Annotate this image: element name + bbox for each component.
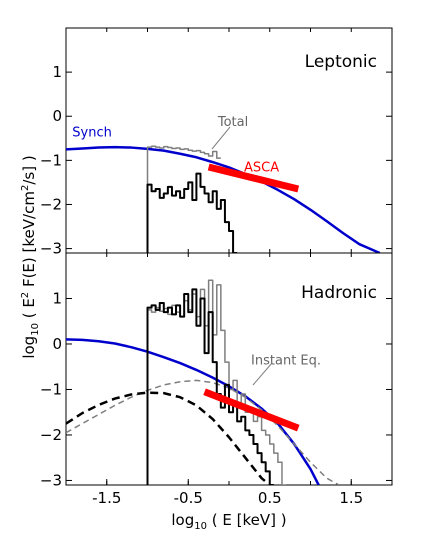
series-synch	[66, 338, 320, 485]
series-instant-eq-	[66, 379, 340, 485]
x-tick-label: -0.5	[174, 489, 203, 507]
y-tick-label: −3	[40, 240, 62, 258]
y-tick-label: 1	[52, 289, 62, 307]
y-tick-label: 1	[52, 63, 62, 81]
leptonic-title: Leptonic	[305, 52, 377, 72]
hadronic-title: Hadronic	[301, 283, 377, 303]
y-axis-title: log10 ( E2 F(E) [keV/cm2/s] )	[20, 155, 41, 358]
y-tick-label: 0	[52, 335, 62, 353]
x-tick-label: 1.5	[339, 489, 363, 507]
series-line-5	[203, 388, 300, 432]
leptonic-panel: 1 0 −1 −2 −3 Leptonic Synch Total ASCA	[40, 27, 393, 258]
x-axis-title: log10 ( E [keV] )	[171, 511, 286, 532]
y-tick-label: 0	[52, 107, 62, 125]
hadronic-panel: 1 0 −1 −2 −3 -1.5 -0.5 0.5 1.5 Hadronic Instant…	[40, 252, 393, 507]
annotation-instant-eq-: Instant Eq.	[251, 353, 321, 368]
y-tick-label: −2	[40, 426, 62, 444]
y-tick-label: −1	[40, 151, 62, 169]
series-asca	[207, 163, 300, 193]
series-line-4	[146, 288, 274, 485]
total-pointer	[211, 126, 231, 150]
annotation-total: Total	[217, 115, 248, 130]
series-synch	[66, 145, 381, 253]
y-tick-label: −1	[40, 380, 62, 398]
x-tick-label: -1.5	[92, 489, 121, 507]
series-total	[146, 145, 221, 253]
x-tick-label: 0.5	[258, 489, 282, 507]
series-line-2	[146, 172, 238, 253]
annotation-asca: ASCA	[244, 160, 279, 175]
instant-eq-pointer	[252, 362, 273, 386]
series-line-2	[66, 391, 271, 485]
annotation-synch: Synch	[72, 126, 112, 141]
y-tick-label: −3	[40, 471, 62, 489]
series-line-3	[146, 279, 287, 485]
y-tick-label: −2	[40, 195, 62, 213]
